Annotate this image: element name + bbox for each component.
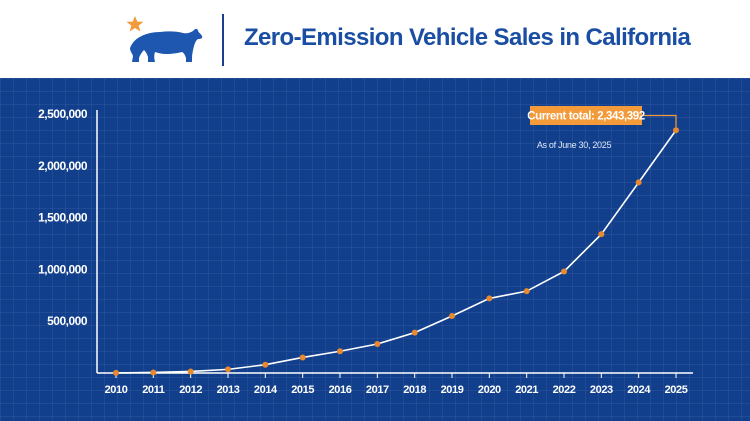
x-tick-label: 2010 (105, 384, 128, 396)
data-point (262, 361, 269, 368)
x-tick-label: 2013 (217, 384, 240, 396)
series-line (115, 129, 677, 374)
callout-leader-line (642, 114, 677, 128)
data-point (374, 340, 381, 347)
y-tick-label: 2,000,000 (38, 159, 88, 173)
x-tick-label: 2023 (590, 384, 613, 396)
line-chart: 500,000 1,000,000 1,500,000 2,000,000 2,500,… (38, 106, 693, 396)
bear-shape (130, 28, 203, 63)
y-tick-label: 500,000 (47, 314, 88, 328)
data-point (598, 231, 605, 238)
y-tick-label: 2,500,000 (38, 107, 88, 121)
california-bear-star-icon (126, 16, 203, 63)
data-point (449, 313, 455, 320)
x-tick-label: 2018 (403, 384, 426, 396)
x-tick-label: 2024 (627, 384, 651, 396)
x-tick-label: 2025 (665, 384, 688, 396)
callout-label: Current total: 2,343,392 (527, 111, 645, 123)
x-tick-label: 2019 (441, 384, 464, 396)
x-tick-label: 2011 (142, 384, 165, 396)
data-point (299, 354, 306, 361)
data-point (673, 127, 679, 134)
data-point (635, 179, 642, 186)
callout-box (530, 106, 642, 125)
header: Zero-Emission Vehicle Sales in Californi… (0, 0, 750, 78)
x-tick-label: 2021 (515, 384, 538, 396)
data-point (337, 348, 343, 355)
x-tick-label: 2014 (254, 384, 278, 396)
page-title: Zero-Emission Vehicle Sales in Californi… (244, 24, 691, 51)
x-tick-label: 2016 (329, 384, 352, 396)
x-tick-label: 2020 (478, 384, 501, 396)
y-tick-label: 1,500,000 (38, 211, 88, 225)
header-divider (222, 14, 224, 66)
data-point (523, 288, 530, 295)
chart-area: 500,000 1,000,000 1,500,000 2,000,000 2,500,… (0, 78, 750, 421)
data-point (225, 366, 231, 373)
x-tick-label: 2017 (366, 384, 389, 396)
data-point (486, 295, 493, 302)
data-point (150, 369, 157, 376)
data-point (187, 368, 194, 375)
data-point (561, 268, 567, 275)
star-icon (126, 16, 144, 32)
data-point (113, 369, 119, 376)
x-tick-label: 2012 (179, 384, 202, 396)
data-point (411, 329, 418, 336)
callout-sublabel: As of June 30, 2025 (537, 140, 612, 150)
x-tick-label: 2015 (291, 384, 314, 396)
x-tick-label: 2022 (553, 384, 576, 396)
y-tick-label: 1,000,000 (38, 262, 88, 276)
